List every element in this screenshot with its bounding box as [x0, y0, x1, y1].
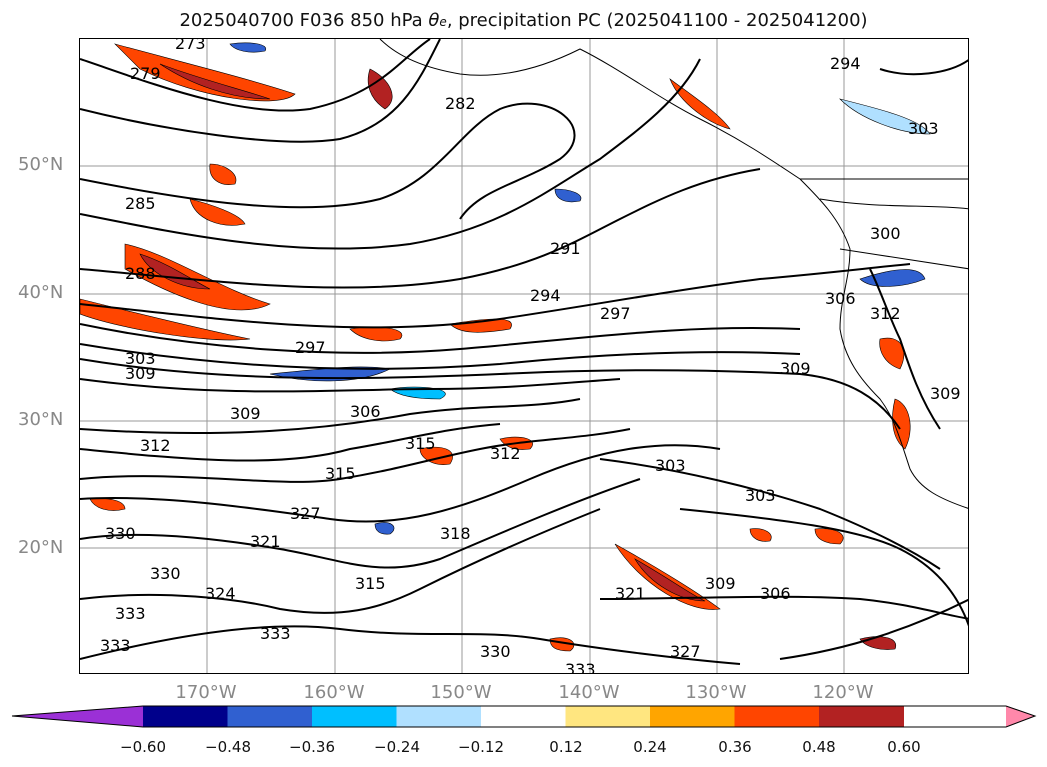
title-theta: θ: [428, 10, 440, 31]
contour-label: 315: [355, 574, 386, 593]
contour-label: 279: [130, 64, 161, 83]
contour-label: 306: [825, 289, 856, 308]
contour-label: 285: [125, 194, 156, 213]
lon-label-170w: 170°W: [175, 682, 237, 703]
colorbar-segment: [734, 706, 820, 727]
contour-label: 333: [565, 660, 596, 674]
contour-label: 282: [445, 94, 476, 113]
colorbar-tick-label: −0.48: [205, 738, 251, 756]
contour-label: 330: [150, 564, 181, 583]
colorbar-segment: [481, 706, 566, 727]
coastline: [379, 39, 968, 509]
title-suffix: , precipitation PC (2025041100 - 2025041…: [446, 10, 868, 31]
colorbar-segment: [312, 706, 397, 727]
contour-label: 303: [125, 349, 156, 368]
map-svg: 273 279 285 288 291 294 297 303 309 306 …: [80, 39, 968, 674]
contour-label: 321: [615, 584, 646, 603]
colorbar: [11, 705, 1037, 728]
colorbar-tick-label: −0.60: [120, 738, 166, 756]
contour-label: 324: [205, 584, 236, 603]
contour-label: 294: [530, 286, 561, 305]
contour-label: 309: [230, 404, 261, 423]
lon-label-120w: 120°W: [812, 682, 874, 703]
contour-label: 297: [600, 304, 631, 323]
contour-label: 309: [125, 364, 156, 383]
contour-label: 333: [100, 636, 131, 655]
lon-label-160w: 160°W: [303, 682, 365, 703]
lon-label-140w: 140°W: [558, 682, 620, 703]
map-panel: 273 279 285 288 291 294 297 303 309 306 …: [79, 38, 969, 674]
contour-label: 330: [105, 524, 136, 543]
colorbar-tick-label: −0.24: [374, 738, 420, 756]
contour-label: 315: [405, 434, 436, 453]
contour-label: 288: [125, 264, 156, 283]
colorbar-segment: [650, 706, 735, 727]
contour-label: 309: [930, 384, 961, 403]
colorbar-tick-label: 0.60: [887, 738, 921, 756]
colorbar-segments: [12, 706, 1035, 727]
contour-label: 333: [260, 624, 291, 643]
colorbar-segment: [565, 706, 651, 727]
contour-label: 330: [480, 642, 511, 661]
chart-title: 2025040700 F036 850 hPa θe, precipitatio…: [0, 10, 1047, 31]
colorbar-segment: [143, 706, 228, 727]
colorbar-segment: [819, 706, 904, 727]
colorbar-segment: [12, 706, 143, 727]
contour-label: 297: [295, 338, 326, 357]
colorbar-tick-label: −0.36: [289, 738, 335, 756]
contour-label: 327: [670, 642, 701, 661]
colorbar-tick-label: 0.48: [802, 738, 836, 756]
contour-label: 327: [290, 504, 321, 523]
colorbar-tick-label: 0.12: [549, 738, 583, 756]
contour-label: 294: [830, 54, 861, 73]
colorbar-tick-label: −0.12: [458, 738, 504, 756]
colorbar-segment: [396, 706, 482, 727]
contour-label: 309: [705, 574, 736, 593]
lat-label-30n: 30°N: [18, 409, 64, 430]
contour-label: 321: [250, 532, 281, 551]
colorbar-tick-label: 0.24: [633, 738, 667, 756]
contour-label: 303: [655, 456, 686, 475]
contour-label: 303: [908, 119, 939, 138]
contour-label: 306: [350, 402, 381, 421]
theta-e-contours: [80, 39, 968, 665]
colorbar-outline: [11, 705, 1037, 728]
contour-label-group: 273 279 285 288 291 294 297 303 309 306 …: [100, 39, 961, 674]
contour-label: 312: [490, 444, 521, 463]
lat-label-20n: 20°N: [18, 537, 64, 558]
contour-label: 291: [550, 239, 581, 258]
title-theta-sub: e: [439, 15, 447, 29]
colorbar-segment: [1006, 706, 1035, 727]
contour-label: 303: [745, 486, 776, 505]
contour-label: 315: [325, 464, 356, 483]
contour-label: 309: [780, 359, 811, 378]
title-prefix: 2025040700 F036 850 hPa: [179, 10, 429, 31]
contour-label: 318: [440, 524, 471, 543]
lon-label-150w: 150°W: [430, 682, 492, 703]
colorbar-tick-label: 0.36: [718, 738, 752, 756]
contour-label: 273: [175, 39, 206, 53]
contour-label: 333: [115, 604, 146, 623]
colorbar-segment: [227, 706, 313, 727]
lat-label-40n: 40°N: [18, 282, 64, 303]
lon-label-130w: 130°W: [685, 682, 747, 703]
contour-label: 306: [760, 584, 791, 603]
lat-label-50n: 50°N: [18, 154, 64, 175]
contour-label: 300: [870, 224, 901, 243]
contour-label: 312: [140, 436, 171, 455]
contour-label: 312: [870, 304, 901, 323]
